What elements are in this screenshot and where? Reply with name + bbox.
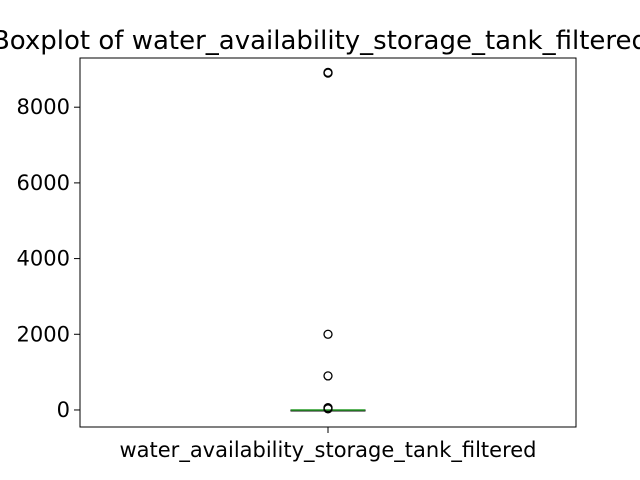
y-tick-label: 2000 xyxy=(17,322,70,346)
y-tick-label: 6000 xyxy=(17,171,70,195)
y-axis: 0 2000 4000 6000 8000 xyxy=(17,95,80,422)
x-category-label: water_availability_storage_tank_filtered xyxy=(119,438,536,463)
outlier-point xyxy=(323,371,333,381)
y-tick-label: 8000 xyxy=(17,95,70,119)
y-tick-label: 4000 xyxy=(17,247,70,271)
outlier-point xyxy=(323,403,333,413)
outlier-point xyxy=(323,329,333,339)
outlier-point xyxy=(323,67,333,78)
box-element xyxy=(290,409,366,412)
y-tick-label: 0 xyxy=(57,398,70,422)
outlier-points xyxy=(323,67,333,414)
chart-title: Boxplot of water_availability_storage_ta… xyxy=(0,26,640,56)
x-axis: water_availability_storage_tank_filtered xyxy=(119,427,537,463)
